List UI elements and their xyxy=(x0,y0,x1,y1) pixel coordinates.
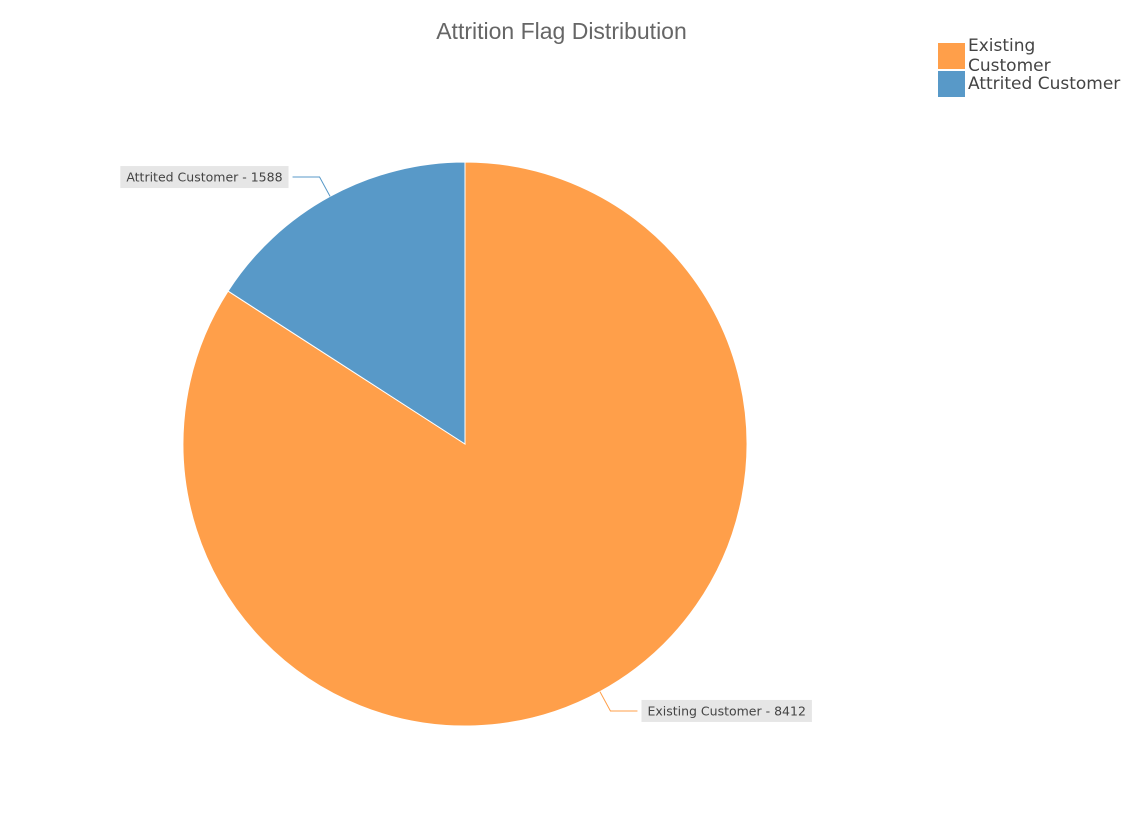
leader-line-attrited-customer xyxy=(292,176,331,197)
data-label-box-attrited-customer xyxy=(120,166,289,189)
data-label-existing-customer: Existing Customer - 8412 xyxy=(641,699,812,722)
data-label-attrited-customer: Attrited Customer - 1588 xyxy=(120,166,289,189)
legend-item-existing-customer[interactable]: Existing Customer xyxy=(938,36,1123,76)
legend-label-attrited-customer: Attrited Customer xyxy=(968,73,1121,94)
data-label-text-existing-customer: Existing Customer - 8412 xyxy=(647,703,805,718)
data-label-box-existing-customer xyxy=(641,699,812,722)
legend: Existing Customer Attrited Customer xyxy=(938,36,1123,98)
pie-slice-attrited-customer[interactable] xyxy=(227,161,466,445)
data-label-text-attrited-customer: Attrited Customer - 1588 xyxy=(126,170,282,185)
legend-swatch-attrited-customer xyxy=(938,70,965,97)
leader-line-existing-customer xyxy=(599,691,638,712)
legend-label-existing-customer: Existing Customer xyxy=(968,35,1051,76)
legend-swatch-existing-customer xyxy=(938,42,965,69)
legend-item-attrited-customer[interactable]: Attrited Customer xyxy=(938,70,1123,97)
chart-title: Attrition Flag Distribution xyxy=(436,18,687,44)
